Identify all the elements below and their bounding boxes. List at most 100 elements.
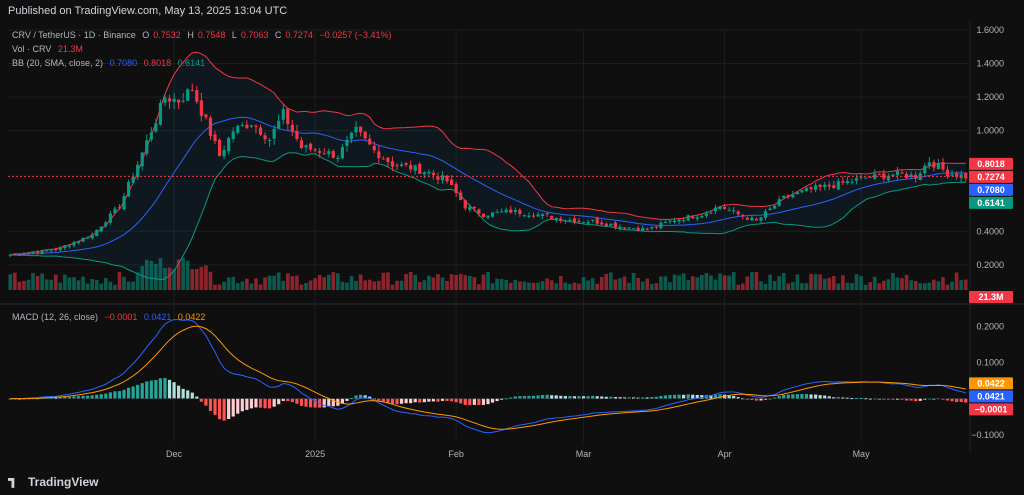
candle-body (909, 174, 913, 178)
macd-hist-bar (290, 398, 294, 403)
macd-hist-bar (145, 381, 149, 399)
macd-hist-bar (941, 398, 945, 400)
volume-bar (618, 278, 622, 290)
candle-body (359, 126, 363, 133)
tradingview-logo[interactable]: TradingView (8, 475, 98, 489)
volume-bar (158, 258, 163, 290)
macd-hist-bar (427, 398, 431, 402)
volume-bar (208, 271, 213, 290)
candle-body (409, 165, 413, 170)
candle-body (363, 131, 367, 139)
volume-bar (85, 283, 90, 290)
volume-bar (813, 274, 818, 290)
bb-legend: BB (20, SMA, close, 2) 0.7080 0.8018 0.6… (12, 58, 206, 68)
open-value: 0.7532 (153, 30, 181, 40)
volume-bar (354, 280, 358, 290)
macd-hist-bar (381, 398, 385, 402)
macd-hist-bar (222, 398, 226, 421)
candle-body (231, 131, 235, 140)
high-value: 0.7548 (197, 30, 226, 40)
macd-hist-bar (399, 398, 404, 404)
candle-body (695, 217, 699, 220)
volume-bar (458, 273, 463, 290)
volume-bar (672, 274, 677, 290)
bb-middle-line (10, 116, 966, 256)
candle-body (58, 246, 62, 251)
candle-body (659, 222, 663, 229)
volume-bar (340, 281, 345, 290)
volume-bar (181, 257, 185, 290)
volume-bar (349, 276, 354, 290)
macd-hist-bar (609, 396, 613, 399)
candle-body (882, 173, 886, 179)
volume-bar (313, 278, 317, 290)
macd-hist-bar (663, 395, 668, 399)
macd-hist-bar (386, 398, 390, 403)
candle-body (17, 254, 21, 256)
volume-bar (704, 273, 709, 290)
change-value: −0.0257 (−3.41%) (319, 30, 392, 40)
candle-body (254, 125, 258, 127)
volume-bar (513, 280, 518, 290)
macd-hist-bar (504, 398, 508, 400)
macd-hist-bar (340, 398, 344, 404)
volume-bar (413, 274, 418, 290)
macd-hist-bar (431, 398, 435, 402)
candle-body (245, 124, 249, 129)
symbol-title: CRV / TetherUS · 1D · Binance (12, 30, 136, 40)
candle-body (600, 222, 604, 225)
macd-hist-bar (58, 397, 62, 399)
candle-body (108, 213, 112, 223)
macd-hist-bar (104, 393, 108, 399)
candle-body (222, 149, 226, 157)
macd-hist-bar (81, 395, 85, 399)
volume-bar (408, 272, 413, 290)
macd-hist-bar (550, 395, 554, 399)
candle-body (654, 226, 658, 228)
volume-bar (868, 282, 872, 290)
macd-hist-bar (823, 395, 827, 399)
volume-bar (131, 281, 135, 290)
macd-badge-bg (969, 377, 1013, 390)
candle-body (22, 253, 26, 255)
volume-bar (731, 272, 736, 290)
candle-body (745, 217, 749, 220)
volume-bar (690, 276, 695, 290)
price-chart[interactable]: 1.6000 1.4000 1.2000 1.0000 0.4000 0.2000 0.20… (0, 22, 1024, 469)
macd-hist-bar (190, 392, 194, 399)
volume-bars (8, 257, 968, 290)
price-tick-label: 0.4000 (976, 226, 1004, 236)
macd-badge: 0.0422 (977, 378, 1005, 388)
volume-bar (700, 275, 704, 290)
candle-body (431, 172, 435, 176)
candle-body (227, 138, 231, 152)
volume-bar (640, 281, 645, 290)
volume-bar (809, 273, 813, 290)
volume-bar (545, 278, 549, 290)
macd-hist-bar (304, 398, 308, 407)
candle-body (641, 227, 645, 232)
volume-bar (386, 272, 390, 290)
volume-bar (631, 272, 636, 290)
volume-bar (204, 265, 208, 290)
volume-bar (945, 284, 950, 290)
macd-hist-bar (450, 398, 454, 402)
volume-bar (836, 283, 841, 290)
volume-bar (135, 272, 140, 290)
candle-body (750, 217, 754, 221)
volume-bar (122, 276, 126, 290)
macd-hist-bar (49, 397, 53, 399)
volume-bar (399, 280, 404, 290)
volume-bar (290, 276, 295, 290)
volume-bar (53, 274, 58, 290)
candle-body (945, 169, 950, 177)
macd-hist-bar (627, 397, 631, 399)
macd-hist-bar (477, 398, 481, 405)
macd-hist-bar (718, 394, 722, 399)
macd-hist-value: −0.0001 (104, 312, 138, 322)
macd-hist-bar (845, 397, 850, 399)
volume-bar (668, 282, 672, 290)
macd-hist-bar (199, 398, 203, 402)
candle-body (290, 124, 294, 132)
price-badge-bg (969, 183, 1013, 196)
